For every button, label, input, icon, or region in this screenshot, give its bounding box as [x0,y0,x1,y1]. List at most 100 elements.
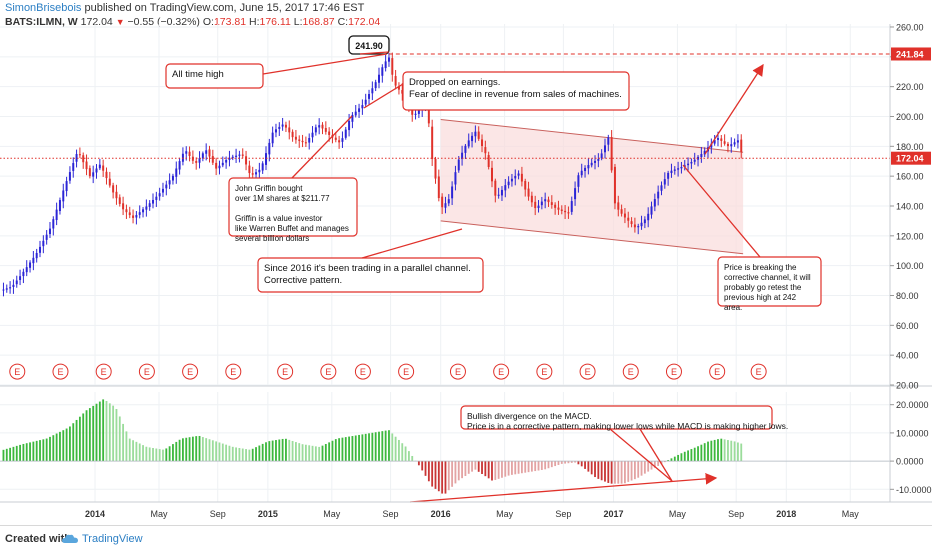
earnings-marker [493,363,510,380]
macd-bar [620,461,623,484]
macd-bar [215,441,218,462]
macd-bar [431,461,434,487]
time-tick-label: 2017 [603,509,623,519]
macd-bar [95,403,98,462]
macd-bar [494,461,497,480]
candle-body [235,155,238,157]
horizontal-lines [0,53,890,159]
candle-body [211,156,214,163]
candle-body [185,151,188,154]
macd-bar [62,430,65,462]
earnings-marker-label: E [14,367,20,377]
candle-body [693,159,696,162]
time-tick-label: May [323,509,341,519]
candle-body [188,151,191,156]
earnings-marker-label: E [455,367,461,377]
macd-bar [138,443,141,462]
macd-bar [374,432,377,462]
macd-bar [673,456,676,462]
earnings-marker-label: E [282,367,288,377]
macd-bar [371,432,374,462]
tradingview-brand[interactable]: TradingView [82,533,143,545]
symbol-label: BATS:ILMN, W [5,16,78,28]
candle-body [650,206,653,215]
macd-bar [660,461,663,465]
macd-bar [597,461,600,479]
candle-body [594,160,597,163]
macd-bar [275,440,277,462]
candle-body [736,140,739,143]
candle-body [663,179,666,185]
macd-bar [421,461,424,471]
earnings-marker [9,363,26,380]
macd-bar [657,461,660,466]
candle-body [241,154,244,156]
macd-bar [577,461,580,465]
price-tick-label: 180.00 [896,142,924,152]
macd-bar [201,437,204,462]
close-value: 172.04 [348,16,381,28]
candle-body [447,199,450,204]
earnings-marker [750,363,767,380]
candle-body [298,139,301,141]
candle-body [680,166,683,169]
candle-body [587,165,590,169]
candle-body [657,191,660,199]
pointer-line [359,51,389,55]
macd-bar [98,401,101,462]
macd-bar [185,437,188,462]
macd-bar [643,461,646,474]
candle-body [105,171,108,179]
macd-bar [294,442,297,462]
macd-bar [78,416,81,462]
macd-bar [700,444,703,462]
earnings-marker [277,363,294,380]
macd-bar [640,461,643,476]
candle-body [221,162,224,166]
callout-text: 241.90 [355,41,383,51]
macd-bar [717,439,719,462]
macd-bar [278,439,281,462]
macd-bar [517,461,520,474]
macd-bar [720,438,723,462]
macd-bar [447,461,450,491]
author-link[interactable]: SimonBrisebois [5,2,82,14]
callout-text: John Griffin bought [235,184,303,193]
publish-line: SimonBrisebois published on TradingView.… [5,2,364,14]
macd-bar [557,461,560,465]
macd-bar [32,441,35,462]
earnings-marker-label: E [325,367,331,377]
candle-body [520,173,523,182]
macd-bar [321,445,324,462]
macd-bar [730,440,733,462]
callout-box-breakout [717,256,822,307]
macd-bar [241,448,244,462]
candle-body [723,141,726,144]
macd-bar [318,446,321,462]
macd-bar [437,461,440,492]
macd-bar [451,461,454,487]
macd-bar [35,440,38,462]
earnings-marker [398,363,415,380]
candle-body [387,57,390,62]
macd-bar [122,423,125,462]
candle-body [195,161,198,163]
macd-bar [580,461,583,467]
candle-body [85,161,88,170]
candle-body [358,108,361,112]
price-chart[interactable]: E E E E E E E E E E E E E E E E E E 241.90 All time high Dr… [0,22,932,525]
macd-bar [497,461,500,479]
candle-body [484,147,487,154]
macd-bar [29,442,31,462]
macd-bar [245,449,247,462]
macd-bar [344,437,347,462]
candle-body [2,289,5,291]
macd-bar [570,461,573,463]
candle-body [228,157,231,160]
macd-bar [218,442,221,462]
callout-text: area. [724,303,742,312]
callout-text: Griffin is a value investor [235,214,323,223]
macd-bar [537,461,540,471]
candle-body [394,76,397,86]
macd-bar [368,433,370,462]
